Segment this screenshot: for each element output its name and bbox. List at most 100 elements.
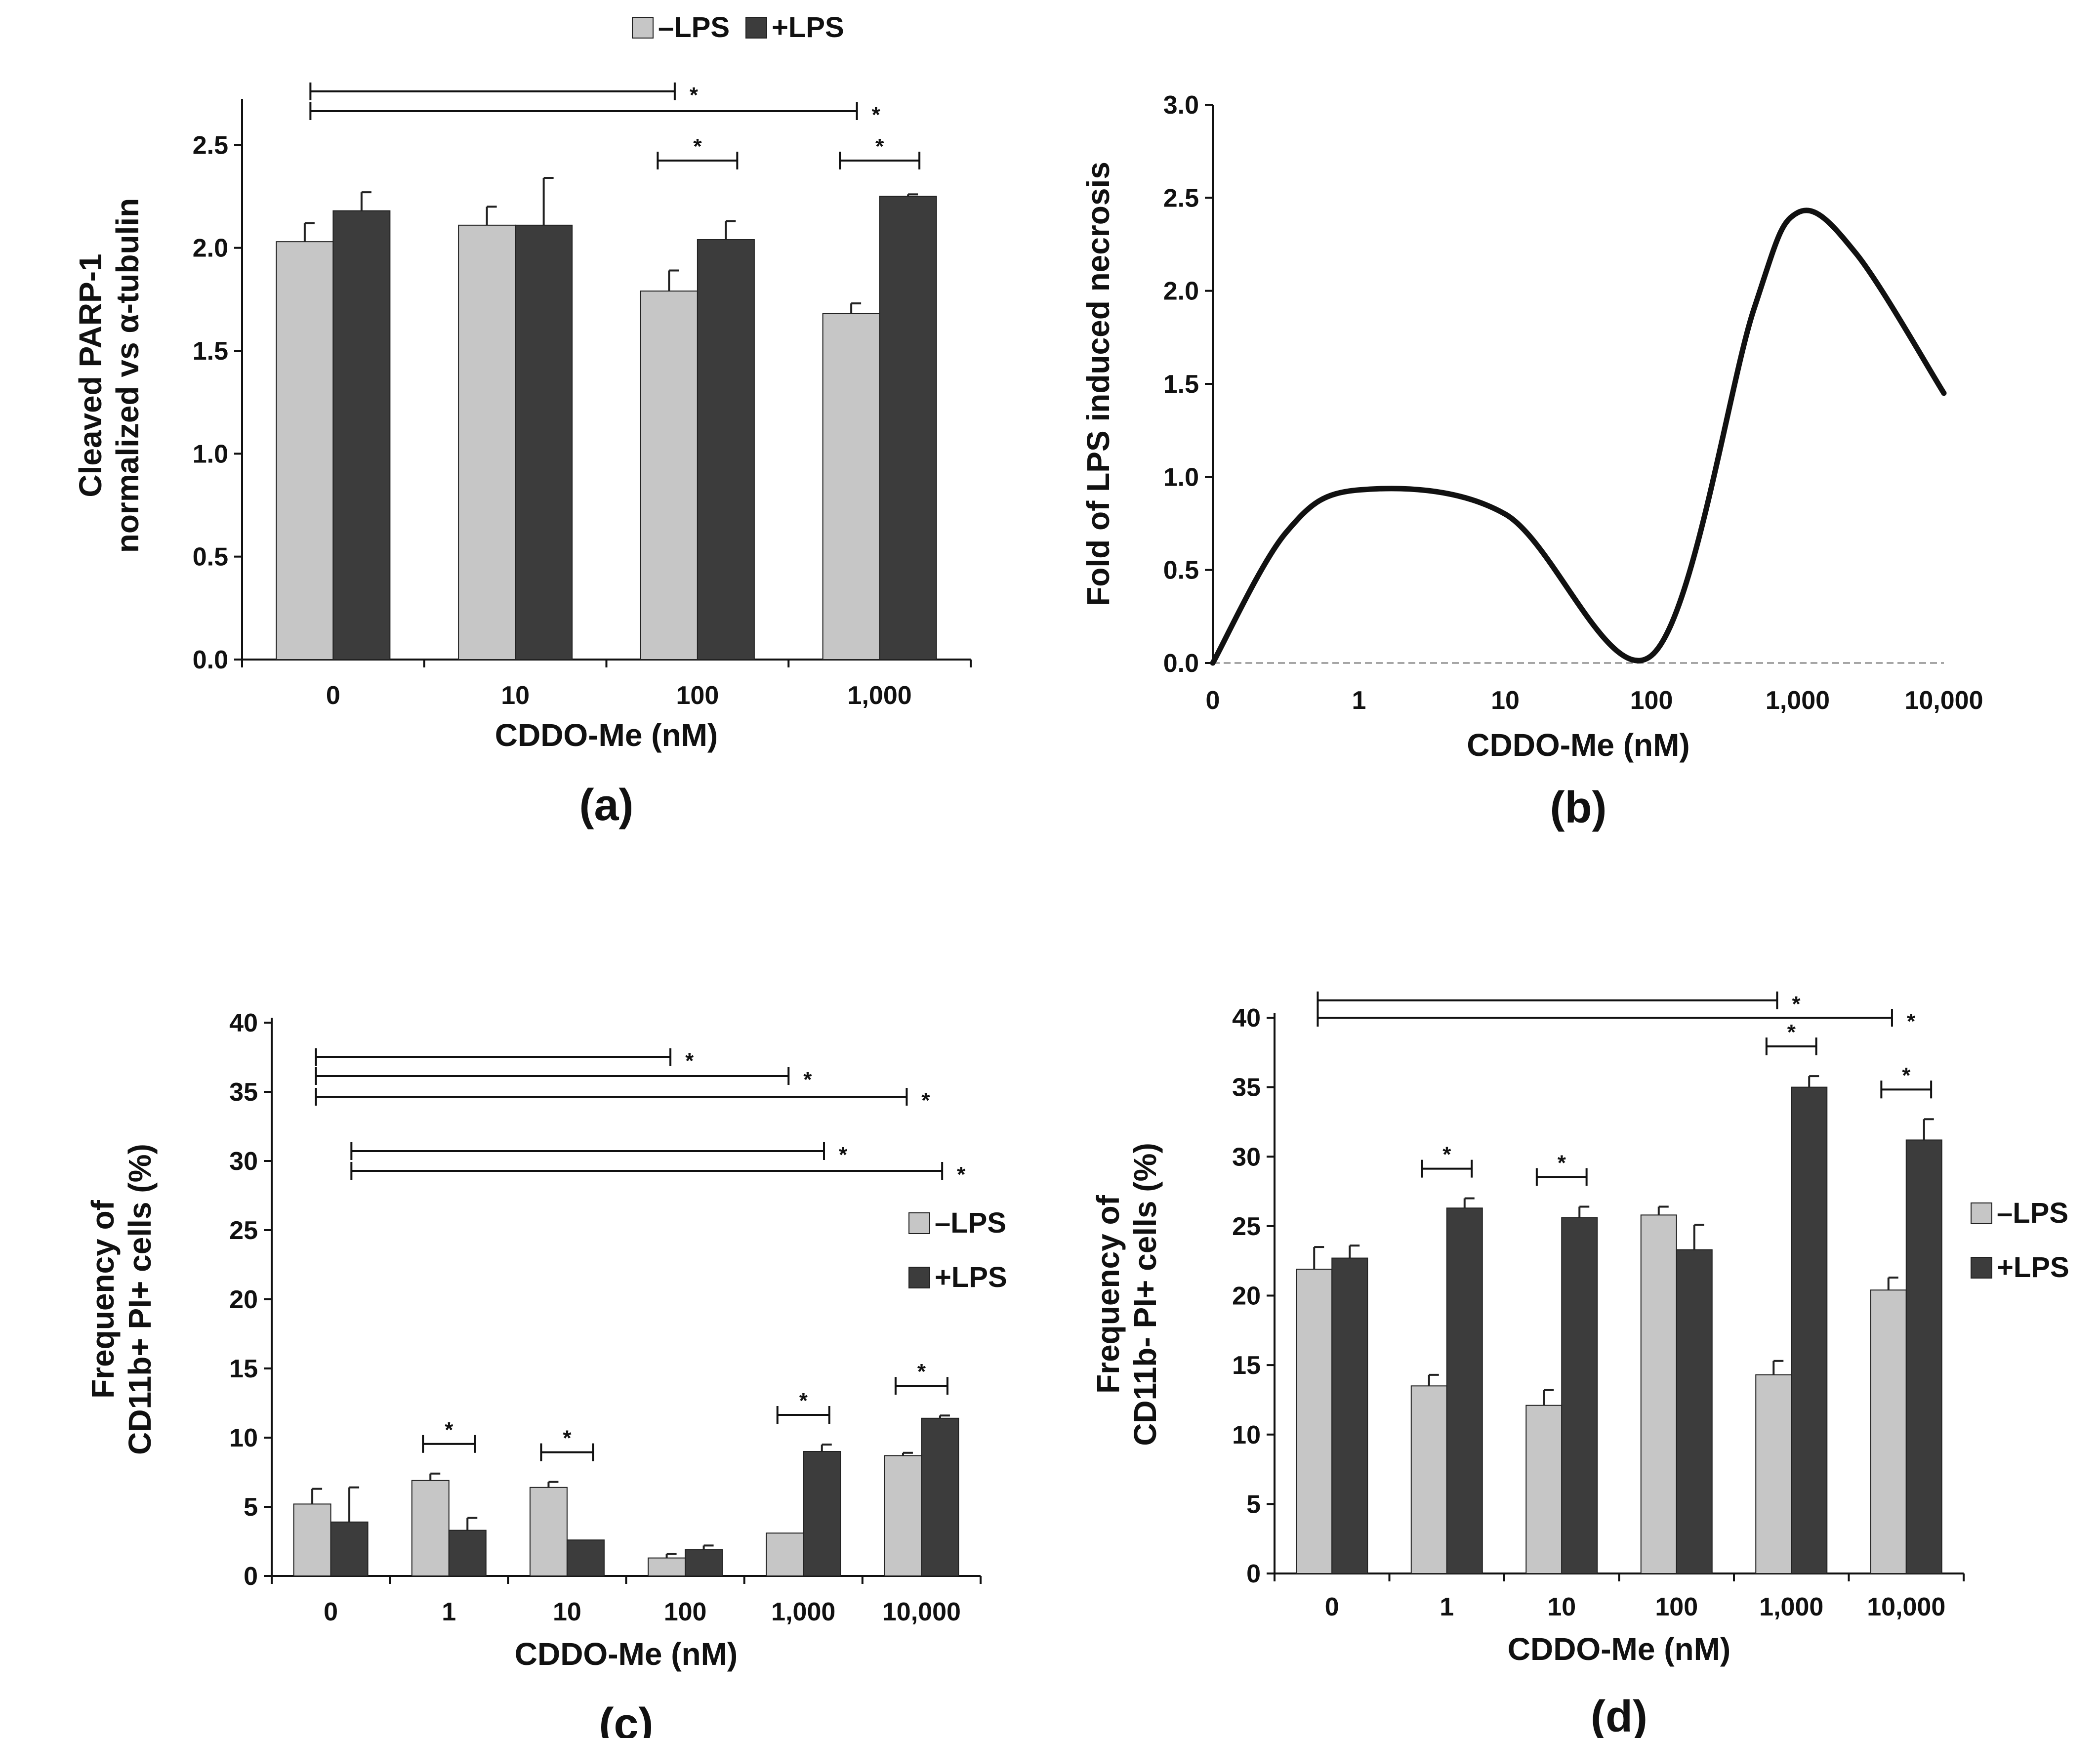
x-tick-label: 10,000 — [882, 1598, 961, 1626]
legend-swatch — [1971, 1257, 1992, 1279]
significance-star: * — [875, 134, 884, 159]
legend-swatch — [1971, 1202, 1992, 1224]
x-tick-label: 1 — [1352, 686, 1366, 715]
y-tick-label: 5 — [244, 1493, 258, 1522]
y-tick-label: 10 — [229, 1424, 258, 1452]
legend-label: +LPS — [935, 1261, 1007, 1293]
y-tick-label: 15 — [229, 1355, 258, 1383]
y-tick-label: 10 — [1232, 1421, 1261, 1449]
significance-star: * — [1787, 1020, 1796, 1044]
y-tick-label: 3.0 — [1163, 91, 1199, 120]
y-tick-label: 25 — [1232, 1212, 1261, 1241]
bar-plus-lps — [697, 239, 755, 660]
significance-star: * — [1907, 1009, 1916, 1034]
y-axis-label: CD11b- PI+ cells (%) — [1127, 1143, 1163, 1446]
panel-label: (b) — [1550, 783, 1607, 832]
significance-star: * — [563, 1426, 572, 1450]
x-tick-label: 100 — [1655, 1593, 1698, 1621]
x-axis-label: CDDO-Me (nM) — [1508, 1631, 1730, 1667]
legend-swatch — [632, 17, 654, 39]
significance-star: * — [1442, 1143, 1451, 1167]
y-tick-label: 20 — [229, 1285, 258, 1314]
y-tick-label: 2.5 — [193, 131, 228, 160]
y-tick-label: 15 — [1232, 1351, 1261, 1380]
y-tick-label: 1.5 — [1163, 370, 1199, 399]
significance-star: * — [693, 134, 702, 159]
bar-minus-lps — [648, 1557, 686, 1577]
legend-label: +LPS — [772, 11, 844, 43]
legend-label: –LPS — [658, 11, 730, 43]
y-tick-label: 1.0 — [1163, 463, 1199, 492]
bar-minus-lps — [458, 224, 516, 661]
bar-plus-lps — [803, 1451, 841, 1576]
bar-minus-lps — [1525, 1405, 1563, 1574]
y-tick-label: 0.0 — [193, 646, 228, 674]
x-tick-label: 1,000 — [1759, 1593, 1823, 1621]
y-tick-label: 30 — [229, 1147, 258, 1176]
chart-c: 0 5 10 15 20 25 30 35 40 0 1 10 100 1,000 10,000 * * * * * *… — [85, 1009, 1007, 1738]
significance-star: * — [1902, 1063, 1911, 1087]
bar-plus-lps — [332, 210, 391, 660]
significance-star: * — [1558, 1151, 1566, 1175]
y-tick-label: 5 — [1246, 1490, 1261, 1519]
y-axis-label: normalized vs α-tubulin — [110, 198, 145, 553]
bar-plus-lps — [1676, 1249, 1713, 1574]
bar-plus-lps — [1331, 1257, 1368, 1574]
x-tick-label: 1 — [442, 1598, 456, 1626]
y-tick-label: 2.0 — [193, 234, 228, 263]
x-tick-label: 100 — [1630, 686, 1673, 715]
chart-a: 0.0 0.5 1.0 1.5 2.0 2.5 0 10 100 1,000 * * * * –LPS +LP… — [73, 11, 972, 830]
y-tick-label: 0.5 — [193, 543, 228, 572]
y-tick-label: 0.5 — [1163, 556, 1199, 585]
panel-label: (d) — [1591, 1692, 1647, 1738]
x-tick-label: 10 — [1491, 686, 1520, 715]
y-axis-label: Cleaved PARP-1 — [73, 253, 108, 497]
y-axis-label: Frequency of — [85, 1200, 121, 1399]
x-tick-label: 10,000 — [1867, 1593, 1945, 1621]
x-tick-label: 0 — [324, 1598, 338, 1626]
bar-plus-lps — [879, 196, 937, 660]
bar-minus-lps — [276, 241, 334, 660]
chart-d: 0 5 10 15 20 25 30 35 40 0 1 10 100 1,000 10,000 * * * * * *… — [1090, 992, 2069, 1738]
bar-minus-lps — [884, 1455, 922, 1576]
y-axis-label: Frequency of — [1090, 1195, 1126, 1394]
panel-label: (a) — [579, 781, 634, 830]
y-tick-label: 35 — [229, 1078, 258, 1107]
significance-star: * — [1792, 992, 1801, 1016]
bar-plus-lps — [921, 1417, 959, 1577]
x-axis-label: CDDO-Me (nM) — [495, 717, 718, 753]
y-axis-label: CD11b+ PI+ cells (%) — [122, 1144, 158, 1455]
bar-minus-lps — [1410, 1385, 1447, 1574]
significance-star: * — [872, 103, 881, 127]
y-tick-label: 0 — [244, 1562, 258, 1591]
x-tick-label: 100 — [676, 681, 719, 710]
y-tick-label: 20 — [1232, 1282, 1261, 1311]
x-tick-label: 0 — [326, 681, 340, 710]
bar-plus-lps — [1561, 1217, 1598, 1574]
bar-plus-lps — [448, 1530, 487, 1577]
bar-plus-lps — [1446, 1207, 1483, 1574]
x-tick-label: 0 — [1325, 1593, 1339, 1621]
bar-plus-lps — [1905, 1139, 1942, 1574]
bar-minus-lps — [529, 1487, 568, 1577]
bar-plus-lps — [515, 224, 573, 661]
legend-label: –LPS — [935, 1207, 1006, 1239]
y-tick-label: 35 — [1232, 1074, 1261, 1102]
x-tick-label: 1,000 — [771, 1598, 835, 1626]
bar-minus-lps — [1296, 1269, 1333, 1574]
x-axis-label: CDDO-Me (nM) — [1467, 727, 1689, 763]
significance-star: * — [957, 1162, 966, 1187]
bar-plus-lps — [330, 1521, 369, 1577]
x-tick-label: 1,000 — [1766, 686, 1830, 715]
bar-minus-lps — [293, 1503, 331, 1576]
series-line — [1210, 207, 1947, 666]
y-tick-label: 40 — [229, 1009, 258, 1037]
legend-swatch — [745, 17, 767, 39]
y-tick-label: 0 — [1246, 1560, 1261, 1588]
x-axis-label: CDDO-Me (nM) — [515, 1636, 738, 1672]
legend-label: –LPS — [1997, 1197, 2068, 1229]
legend-swatch — [908, 1267, 930, 1288]
significance-star: * — [690, 83, 699, 107]
bar-minus-lps — [1870, 1289, 1907, 1574]
x-tick-label: 0 — [1206, 686, 1220, 715]
